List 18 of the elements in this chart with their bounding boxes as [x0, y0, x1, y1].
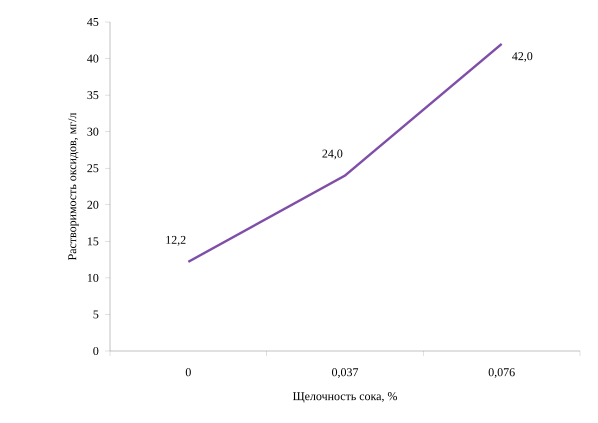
y-tick-label: 40 — [87, 54, 98, 63]
data-label: 12,2 — [166, 236, 186, 246]
x-tick-label: 0,076 — [488, 368, 515, 378]
y-tick-label: 25 — [87, 164, 98, 172]
x-tick-label: 0,037 — [332, 368, 358, 378]
y-tick-label: 10 — [88, 274, 98, 282]
y-tick-label: 30 — [87, 128, 98, 136]
y-tick-label: 35 — [87, 91, 98, 100]
y-tick-label: 45 — [87, 18, 98, 26]
data-label: 24,0 — [322, 150, 342, 160]
x-tick-label: 0 — [186, 368, 191, 376]
data-label: 42,0 — [512, 52, 532, 62]
y-tick-label: 0 — [93, 346, 98, 356]
y-tick-label: 15 — [88, 237, 98, 246]
y-axis-title: Растворимость оксидов, мг/л — [68, 112, 79, 260]
y-tick-label: 20 — [87, 200, 98, 209]
x-axis-title: Щелочность сока, % — [292, 392, 397, 403]
y-tick-label: 5 — [94, 310, 98, 318]
